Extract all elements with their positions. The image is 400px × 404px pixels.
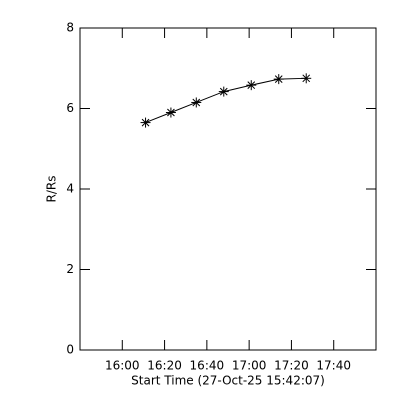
x-tick-label: 16:00 bbox=[105, 359, 140, 373]
asterisk-marker bbox=[191, 97, 202, 108]
y-tick-label: 8 bbox=[66, 21, 74, 35]
asterisk-marker bbox=[301, 73, 312, 84]
y-tick-label: 4 bbox=[66, 182, 74, 196]
marker-stroke bbox=[302, 74, 311, 83]
y-tick-label: 2 bbox=[66, 262, 74, 276]
x-axis-title: Start Time (27-Oct-25 15:42:07) bbox=[131, 374, 325, 388]
marker-stroke bbox=[192, 98, 201, 107]
marker-stroke bbox=[219, 87, 228, 96]
asterisk-marker bbox=[140, 117, 151, 128]
x-tick-label: 16:20 bbox=[147, 359, 182, 373]
x-tick-label: 16:40 bbox=[190, 359, 225, 373]
asterisk-marker bbox=[165, 107, 176, 118]
y-tick-label: 6 bbox=[66, 101, 74, 115]
marker-stroke bbox=[141, 118, 150, 127]
marker-stroke bbox=[274, 75, 283, 83]
y-axis-title: R/Rs bbox=[45, 176, 59, 203]
asterisk-marker bbox=[218, 86, 229, 97]
x-tick-label: 17:40 bbox=[316, 359, 351, 373]
y-tick-label: 0 bbox=[66, 343, 74, 357]
marker-stroke bbox=[247, 81, 256, 90]
marker-stroke bbox=[167, 108, 175, 117]
asterisk-marker bbox=[273, 74, 284, 85]
asterisk-marker bbox=[246, 80, 257, 91]
x-tick-label: 17:00 bbox=[232, 359, 267, 373]
x-tick-label: 17:20 bbox=[274, 359, 309, 373]
